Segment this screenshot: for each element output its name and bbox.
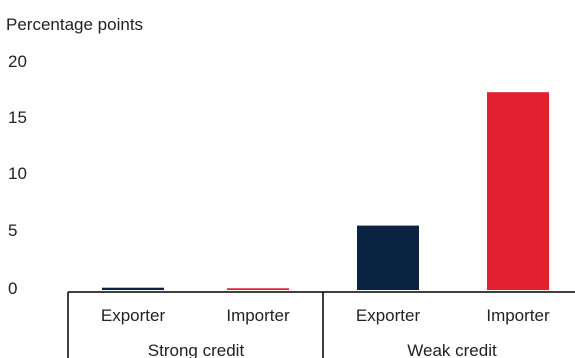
bar-strong-credit-importer: [227, 288, 289, 290]
y-tick-label: 10: [8, 164, 27, 183]
y-tick-label: 15: [8, 108, 27, 127]
category-axis-frame: [67, 291, 575, 358]
bar-weak-credit-exporter: [357, 225, 419, 290]
bars-group: [102, 92, 549, 290]
group-label-strong-credit: Strong credit: [148, 341, 245, 358]
bar-weak-credit-importer: [487, 92, 549, 290]
y-tick-label: 20: [8, 52, 27, 71]
bar-strong-credit-exporter: [102, 287, 164, 290]
category-label-weak-importer: Importer: [486, 306, 550, 325]
y-tick-labels: 20 15 10 5 0: [8, 52, 27, 298]
y-tick-label: 5: [8, 221, 17, 240]
y-axis-label: Percentage points: [6, 15, 143, 34]
group-label-weak-credit: Weak credit: [407, 341, 497, 358]
category-label-strong-importer: Importer: [226, 306, 290, 325]
category-label-weak-exporter: Exporter: [356, 306, 421, 325]
category-labels: Exporter Importer Exporter Importer: [101, 306, 550, 325]
y-tick-label: 0: [8, 279, 17, 298]
category-label-strong-exporter: Exporter: [101, 306, 166, 325]
group-labels: Strong credit Weak credit: [148, 341, 497, 358]
